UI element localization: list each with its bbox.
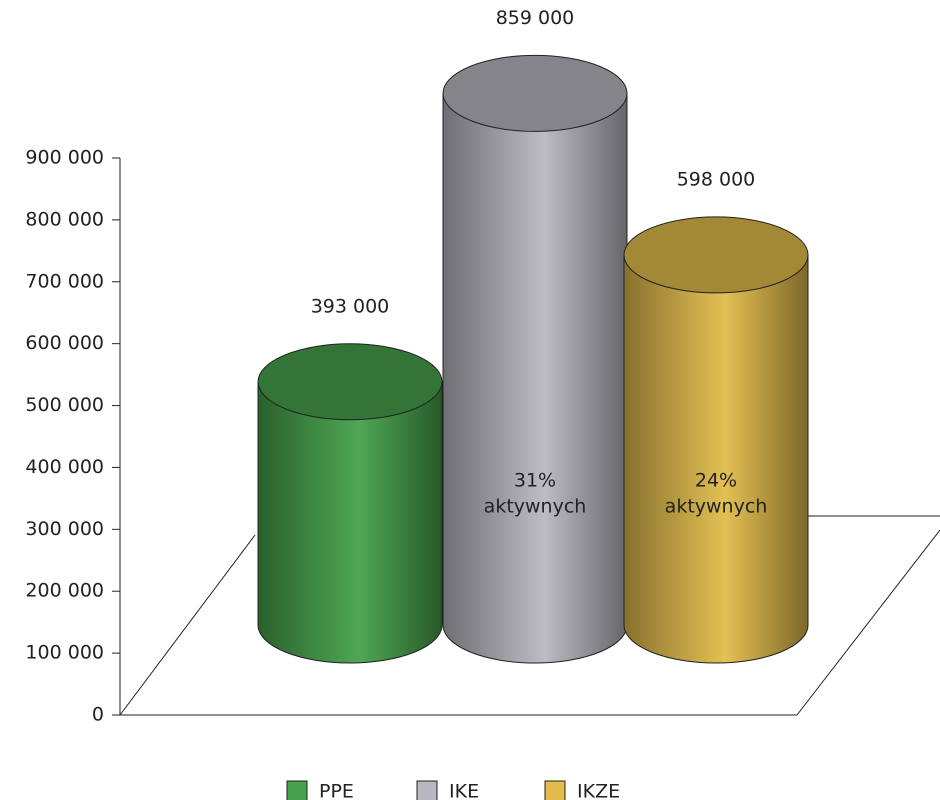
cylinder-body xyxy=(442,92,628,664)
y-tick-label: 500 000 xyxy=(25,394,104,416)
value-label: 859 000 xyxy=(496,7,575,29)
floor-edge xyxy=(119,534,256,716)
y-tick-label: 200 000 xyxy=(25,580,104,602)
legend-label: PPE xyxy=(319,781,354,800)
legend-swatch xyxy=(286,780,308,800)
y-tick-label: 300 000 xyxy=(25,518,104,540)
y-tick-label: 400 000 xyxy=(25,456,104,478)
cylinder-top xyxy=(623,216,809,294)
cylinder-body xyxy=(257,381,443,664)
annotation: 31% xyxy=(514,470,556,492)
y-tick-label: 0 xyxy=(92,704,104,726)
y-tick-label: 800 000 xyxy=(25,208,104,230)
cylinder-top xyxy=(257,343,443,421)
cylinder-top xyxy=(442,54,628,132)
floor-edge xyxy=(796,529,940,716)
legend-swatch xyxy=(416,780,438,800)
y-tick-label: 700 000 xyxy=(25,270,104,292)
legend-label: IKE xyxy=(449,781,479,800)
annotation: aktywnych xyxy=(484,496,587,518)
annotation: aktywnych xyxy=(665,496,768,518)
value-label: 393 000 xyxy=(311,295,390,317)
y-tick-label: 600 000 xyxy=(25,332,104,354)
annotation: 24% xyxy=(695,470,737,492)
legend-label: IKZE xyxy=(577,781,620,800)
y-tick-label: 100 000 xyxy=(25,642,104,664)
cylinder-body xyxy=(623,254,809,664)
value-label: 598 000 xyxy=(677,168,756,190)
y-tick-label: 900 000 xyxy=(25,147,104,169)
legend-swatch xyxy=(544,780,566,800)
